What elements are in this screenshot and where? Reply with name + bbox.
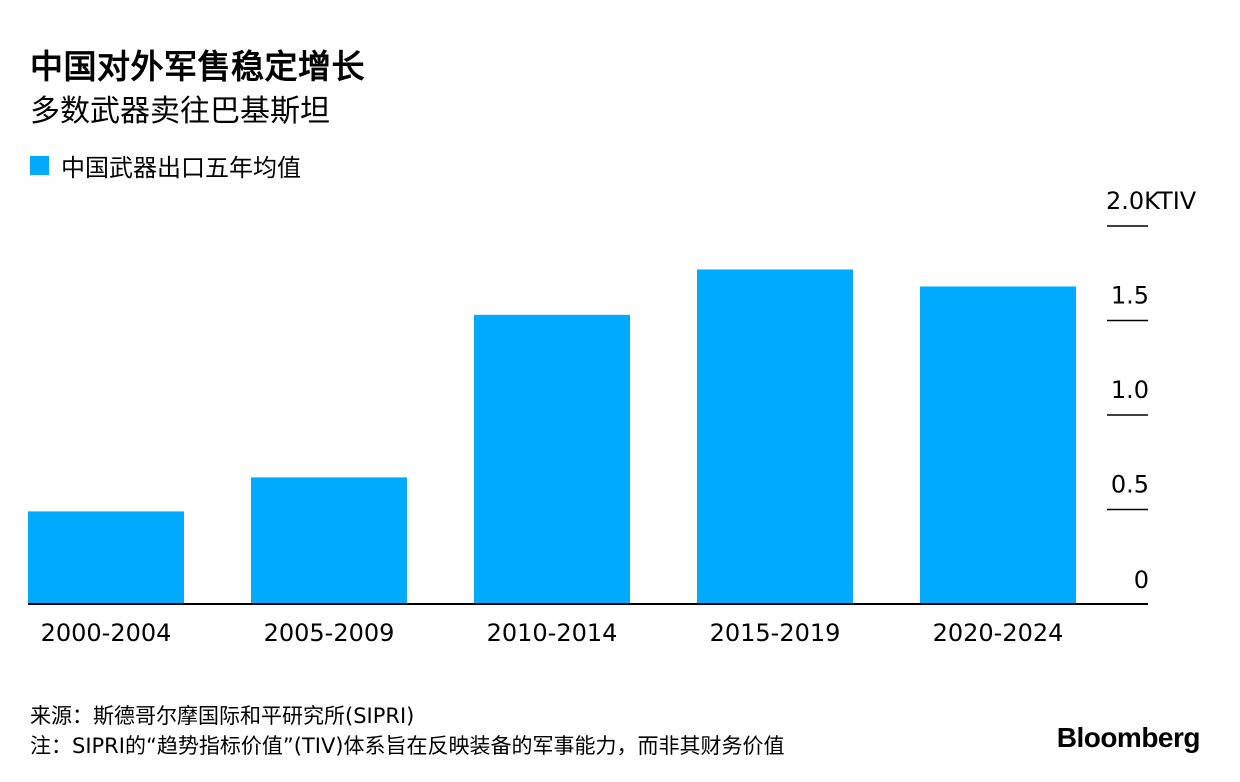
x-tick-label: 2005-2009 xyxy=(264,619,395,647)
bar-2010-2014 xyxy=(474,314,630,604)
bar-2020-2024 xyxy=(920,286,1076,604)
x-tick-label: 2010-2014 xyxy=(487,619,618,647)
bloomberg-logo: Bloomberg xyxy=(1056,722,1201,753)
y-tick-label: 1.5 xyxy=(1111,282,1149,310)
x-tick-label: 2020-2024 xyxy=(933,619,1064,647)
legend-label: 中国武器出口五年均值 xyxy=(61,154,301,182)
chart-subtitle: 多数武器卖往巴基斯坦 xyxy=(30,94,330,129)
source-note: 来源：斯德哥尔摩国际和平研究所(SIPRI) xyxy=(30,704,415,728)
y-tick-label: 2.0KTIV xyxy=(1106,187,1197,215)
y-tick-label: 0.5 xyxy=(1111,471,1149,499)
y-tick-label: 0 xyxy=(1134,566,1149,594)
methodology-note: 注：SIPRI的“趋势指标价值”(TIV)体系旨在反映装备的军事能力，而非其财务… xyxy=(30,734,785,758)
bar-2000-2004 xyxy=(28,511,184,604)
legend: 中国武器出口五年均值 xyxy=(30,148,301,183)
x-tick-label: 2015-2019 xyxy=(710,619,841,647)
bar-2005-2009 xyxy=(251,477,407,604)
legend-swatch xyxy=(30,156,49,175)
bar-2015-2019 xyxy=(697,269,853,604)
y-tick-label: 1.0 xyxy=(1111,376,1149,404)
chart-title: 中国对外军售稳定增长 xyxy=(30,47,365,86)
x-tick-label: 2000-2004 xyxy=(41,619,172,647)
